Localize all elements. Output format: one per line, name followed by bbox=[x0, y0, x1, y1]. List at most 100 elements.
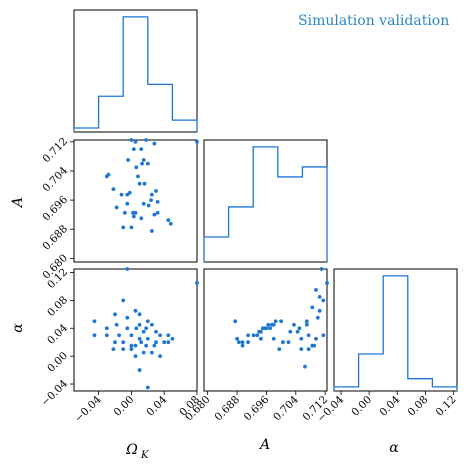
scatter-point-a-alpha bbox=[236, 340, 241, 345]
scatter-point-a-alpha bbox=[325, 281, 329, 285]
scatter-point-a-alpha bbox=[273, 319, 278, 324]
scatter-point-a-alpha bbox=[270, 322, 274, 327]
scatter-point-a-alpha bbox=[297, 326, 302, 331]
scatter-point-a-alpha bbox=[268, 326, 272, 331]
scatter-point-omegak-a bbox=[126, 158, 131, 162]
scatter-point-omegak-a bbox=[133, 210, 138, 215]
scatter-point-a-alpha bbox=[317, 294, 322, 299]
scatter-point-a-alpha bbox=[257, 329, 261, 334]
scatter-point-omegak-a bbox=[136, 174, 140, 179]
scatter-point-omegak-a bbox=[133, 139, 138, 144]
scatter-point-a-alpha bbox=[299, 347, 304, 352]
y-tick-label-a: 0.704 bbox=[40, 164, 70, 194]
scatter-point-omegak-a bbox=[111, 187, 116, 192]
scatter-point-a-alpha bbox=[266, 322, 271, 327]
scatter-point-a-alpha bbox=[312, 343, 317, 348]
scatter-point-omegak-a bbox=[168, 221, 173, 226]
scatter-point-a-alpha bbox=[251, 333, 256, 338]
y-tick-label-a: 0.712 bbox=[40, 135, 70, 165]
scatter-point-omegak-alpha bbox=[125, 267, 130, 271]
panel-frame bbox=[333, 268, 458, 392]
scatter-point-omegak-alpha bbox=[133, 343, 138, 348]
scatter-point-omegak-alpha bbox=[170, 336, 175, 341]
scatter-point-a-alpha bbox=[315, 315, 320, 320]
scatter-point-omegak-alpha bbox=[134, 326, 139, 331]
scatter-point-omegak-alpha bbox=[113, 340, 117, 345]
scatter-point-omegak-a bbox=[129, 138, 134, 142]
scatter-point-a-alpha bbox=[255, 333, 260, 338]
scatter-point-omegak-a bbox=[144, 138, 149, 142]
scatter-point-omegak-a bbox=[152, 212, 157, 217]
scatter-point-omegak-alpha bbox=[125, 315, 130, 320]
scatter-point-a-alpha bbox=[321, 298, 326, 303]
histogram-alpha bbox=[333, 275, 458, 391]
scatter-point-omegak-a bbox=[129, 225, 134, 230]
scatter-point-omegak-alpha bbox=[133, 308, 138, 313]
scatter-point-omegak-alpha bbox=[154, 340, 158, 345]
scatter-point-a-alpha bbox=[271, 336, 276, 341]
scatter-point-a-alpha bbox=[246, 340, 250, 345]
scatter-point-a-alpha bbox=[233, 319, 238, 324]
x-tick-label-alpha: 0.00 bbox=[349, 394, 374, 419]
scatter-point-omegak-alpha bbox=[125, 326, 130, 331]
y-tick-label-alpha: −0.04 bbox=[39, 377, 70, 408]
scatter-point-omegak-alpha bbox=[129, 347, 134, 352]
panel-frame bbox=[203, 139, 328, 263]
scatter-point-a-alpha bbox=[310, 305, 315, 310]
x-tick-label-omega-k: −0.04 bbox=[72, 393, 103, 424]
y-tick-label-alpha: 0.08 bbox=[45, 294, 70, 319]
scatter-point-omegak-a bbox=[146, 203, 151, 208]
scatter-point-omegak-alpha bbox=[137, 368, 142, 372]
scatter-point-a-alpha bbox=[295, 329, 300, 334]
scatter-point-omegak-a bbox=[166, 218, 171, 223]
panel-frame bbox=[73, 268, 198, 392]
scatter-point-a-alpha bbox=[240, 340, 245, 345]
scatter-point-omegak-a bbox=[119, 192, 124, 197]
figure-title: Simulation validation bbox=[298, 13, 450, 29]
scatter-point-omegak-alpha bbox=[144, 343, 149, 348]
x-axis-label-a: A bbox=[258, 437, 270, 453]
x-tick-label-alpha: 0.12 bbox=[434, 394, 459, 419]
scatter-point-omegak-alpha bbox=[137, 312, 142, 317]
y-tick-label-alpha: 0.00 bbox=[45, 350, 70, 375]
y-tick-label-alpha: 0.04 bbox=[45, 322, 70, 347]
scatter-point-omegak-alpha bbox=[166, 340, 171, 345]
x-tick-label-alpha: 0.08 bbox=[405, 394, 430, 419]
scatter-point-a-alpha bbox=[314, 288, 318, 292]
scatter-point-omegak-alpha bbox=[121, 340, 126, 345]
scatter-point-omegak-a bbox=[131, 214, 136, 219]
scatter-point-omegak-alpha bbox=[195, 281, 199, 285]
scatter-point-omegak-alpha bbox=[137, 322, 142, 327]
scatter-point-omegak-alpha bbox=[139, 340, 144, 345]
scatter-point-a-alpha bbox=[281, 340, 285, 345]
scatter-point-a-alpha bbox=[260, 326, 265, 331]
scatter-point-a-alpha bbox=[303, 364, 307, 369]
scatter-point-omegak-alpha bbox=[152, 343, 157, 348]
scatter-point-a-alpha bbox=[299, 336, 304, 341]
scatter-point-omegak-alpha bbox=[166, 333, 171, 338]
scatter-point-a-alpha bbox=[279, 319, 284, 324]
scatter-point-omegak-a bbox=[121, 225, 126, 230]
scatter-point-a-alpha bbox=[319, 267, 324, 271]
scatter-point-omegak-a bbox=[140, 161, 144, 166]
y-tick-label-a: 0.688 bbox=[40, 223, 70, 253]
scatter-point-omegak-a bbox=[149, 198, 153, 202]
x-tick-label-omega-k: 0.00 bbox=[111, 394, 136, 419]
x-axis-label-alpha: α bbox=[389, 440, 399, 456]
scatter-point-omegak-alpha bbox=[129, 343, 134, 348]
scatter-point-omegak-alpha bbox=[133, 354, 138, 359]
scatter-point-omegak-alpha bbox=[145, 319, 150, 324]
scatter-point-omegak-a bbox=[152, 141, 157, 146]
scatter-point-a-alpha bbox=[314, 336, 318, 341]
scatter-point-omegak-a bbox=[195, 139, 199, 144]
scatter-point-a-alpha bbox=[321, 333, 326, 338]
scatter-point-omegak-a bbox=[139, 147, 144, 152]
panel-frame bbox=[73, 139, 198, 263]
scatter-point-omegak-alpha bbox=[104, 333, 109, 338]
scatter-point-omegak-a bbox=[155, 210, 160, 215]
scatter-point-a-alpha bbox=[306, 347, 311, 352]
scatter-point-omegak-a bbox=[141, 201, 146, 206]
x-tick-label-omega-k: 0.04 bbox=[144, 393, 169, 418]
y-tick-label-a: 0.696 bbox=[40, 194, 70, 224]
y-axis-label-a: A bbox=[10, 197, 26, 209]
